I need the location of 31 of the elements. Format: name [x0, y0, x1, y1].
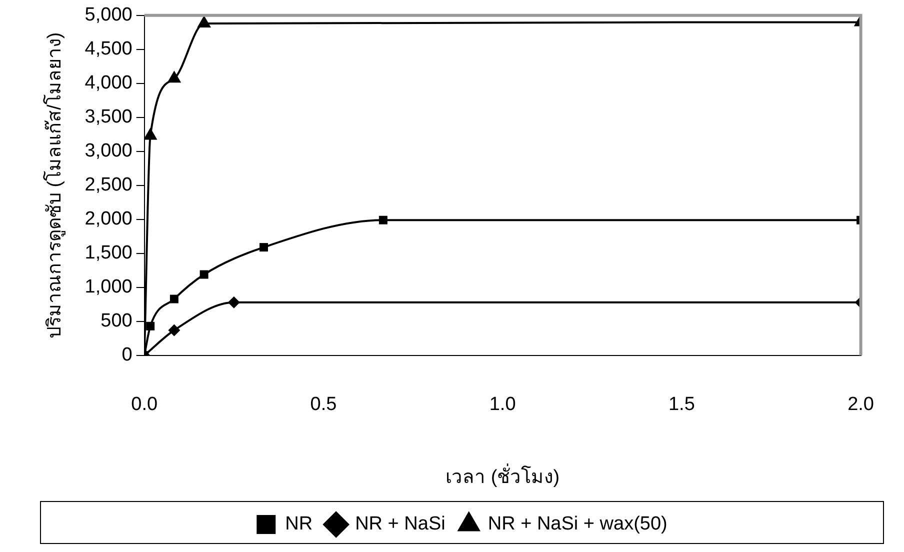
legend-label: NR + NaSi — [355, 514, 446, 535]
y-tick-label: 3,500 — [84, 106, 132, 128]
y-tick-label: 4,000 — [84, 72, 132, 94]
x-tick-label: 1.0 — [489, 394, 516, 416]
y-tick-label: 5,000 — [84, 4, 132, 26]
y-tick-label: 500 — [100, 310, 132, 332]
point — [146, 322, 155, 330]
x-tick-label: 1.5 — [668, 394, 695, 416]
y-tick-label: 0 — [122, 344, 132, 366]
y-tick-label: 2,000 — [84, 208, 132, 230]
point — [228, 296, 240, 308]
x-tick-label: 2.0 — [848, 394, 874, 416]
point — [170, 294, 178, 304]
point — [167, 70, 182, 83]
y-tick-label: 2,500 — [84, 174, 132, 196]
y-tick-label: 1,000 — [84, 276, 132, 298]
point — [168, 324, 180, 336]
x-axis-title: เวลา (ชั่วโมง) — [446, 462, 560, 488]
x-tick-label: 0.0 — [131, 394, 158, 416]
legend-label: NR + NaSi + wax(50) — [488, 514, 668, 535]
y-tick-label: 1,500 — [84, 242, 132, 264]
legend-label: NR — [285, 514, 313, 535]
y-tick-label: 3,000 — [84, 140, 132, 162]
point — [260, 243, 268, 252]
x-tick-label: 0.5 — [310, 394, 337, 416]
point — [144, 128, 158, 140]
point — [197, 16, 211, 28]
point — [200, 270, 208, 279]
point — [378, 216, 388, 224]
y-axis-title: ปริมาณการดูดซับ (โมลแก๊ส/โมลยาง) — [42, 32, 66, 339]
y-tick-label: 4,500 — [84, 38, 132, 60]
